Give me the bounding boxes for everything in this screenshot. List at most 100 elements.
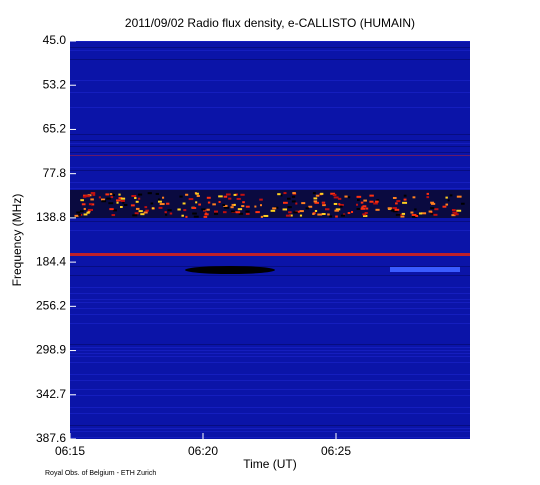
chart-title: 2011/09/02 Radio flux density, e-CALLIST… (125, 16, 415, 30)
texture-row (70, 47, 470, 48)
texture-dot (363, 214, 368, 217)
y-tick-label: 138.8 (36, 210, 66, 224)
texture-dot (98, 196, 101, 199)
texture-dot (120, 199, 125, 202)
texture-dot (76, 211, 81, 214)
texture-dot (426, 192, 429, 195)
texture-dot (270, 209, 276, 212)
texture-dot (333, 202, 338, 205)
texture-dot (314, 209, 318, 212)
texture-dot (165, 213, 168, 216)
texture-dot (245, 212, 250, 215)
texture-row (70, 356, 470, 357)
texture-dot (150, 202, 154, 205)
texture-row (70, 143, 470, 144)
texture-dot (122, 201, 125, 204)
texture-dot (373, 202, 378, 205)
texture-dot (461, 202, 465, 205)
texture-dot (157, 198, 161, 201)
texture-dot (288, 211, 292, 214)
texture-dot (185, 193, 189, 196)
y-tick-label: 298.9 (36, 343, 66, 357)
texture-dot (193, 215, 199, 218)
texture-dot (203, 215, 208, 218)
texture-dot (414, 208, 417, 211)
texture-row (70, 389, 470, 390)
texture-dot (418, 212, 423, 215)
texture-dot (360, 201, 364, 204)
texture-dot (206, 208, 210, 211)
texture-dot (85, 195, 90, 198)
texture-dot (272, 207, 277, 210)
texture-row (70, 413, 470, 414)
texture-dot (230, 206, 234, 209)
texture-dot (233, 193, 237, 196)
texture-dot (91, 203, 95, 206)
texture-row (70, 146, 470, 147)
texture-dot (283, 201, 288, 204)
texture-dot (112, 209, 117, 212)
texture-dot (238, 212, 244, 215)
texture-dot (155, 192, 159, 195)
x-axis-label: Time (UT) (243, 457, 297, 471)
texture-dot (90, 198, 94, 201)
texture-row (70, 374, 470, 375)
texture-dot (181, 214, 184, 217)
texture-dot (344, 195, 348, 198)
texture-dot (111, 214, 116, 217)
texture-row (70, 92, 470, 93)
texture-dot (88, 208, 94, 211)
texture-dot (90, 192, 96, 195)
texture-dot (421, 212, 427, 215)
texture-dot (396, 200, 401, 203)
texture-dot (320, 192, 324, 195)
texture-dot (369, 200, 374, 203)
texture-row (70, 287, 470, 288)
texture-dot (135, 207, 140, 210)
texture-dot (395, 213, 401, 216)
texture-dot (263, 214, 269, 217)
texture-dot (201, 208, 206, 211)
texture-dot (183, 209, 187, 212)
texture-dot (315, 194, 320, 197)
y-tick-label: 387.6 (36, 431, 66, 445)
texture-row (70, 293, 470, 294)
texture-dot (322, 204, 326, 207)
texture-dot (314, 201, 319, 204)
texture-dot (241, 205, 245, 208)
texture-row (70, 299, 470, 300)
y-tick-label: 45.0 (43, 33, 67, 47)
texture-dot (231, 203, 236, 206)
texture-dot (223, 195, 228, 198)
texture-dot (86, 211, 90, 214)
texture-dot (274, 206, 279, 209)
texture-row (70, 407, 470, 408)
y-tick-label: 53.2 (43, 77, 67, 91)
texture-dot (347, 212, 351, 215)
texture-dot (299, 214, 303, 217)
texture-dot (449, 194, 453, 197)
texture-dot (327, 213, 330, 216)
x-tick-label: 06:25 (321, 444, 351, 458)
texture-row (70, 308, 470, 309)
texture-dot (431, 202, 436, 205)
texture-dot (123, 203, 128, 206)
texture-dot (185, 215, 188, 218)
texture-dot (285, 214, 291, 217)
texture-dot (360, 207, 366, 210)
texture-dot (195, 201, 198, 204)
texture-dot (112, 194, 115, 197)
texture-dot (283, 192, 287, 195)
texture-dot (198, 203, 201, 206)
texture-row (70, 50, 470, 51)
texture-row (70, 170, 470, 171)
band (70, 155, 470, 156)
texture-dot (322, 202, 325, 205)
texture-dot (237, 208, 243, 211)
texture-row (70, 266, 470, 267)
texture-dot (151, 207, 155, 210)
texture-dot (196, 194, 200, 197)
texture-row (70, 80, 470, 81)
texture-dot (212, 203, 216, 206)
texture-dot (131, 195, 137, 198)
